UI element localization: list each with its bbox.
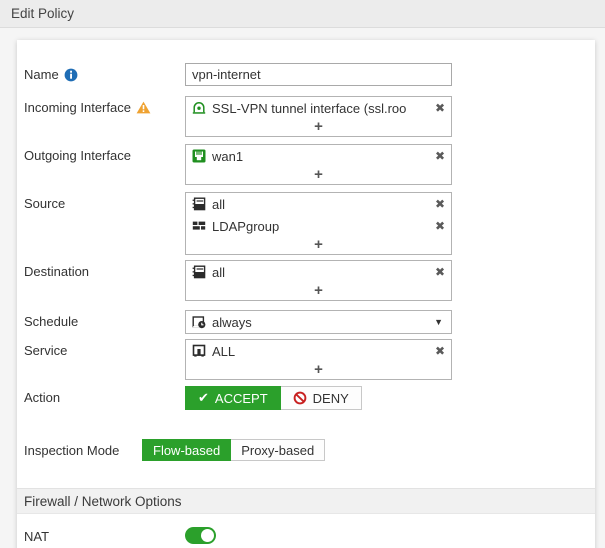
nat-row: NAT	[17, 525, 595, 544]
service-icon	[192, 344, 206, 358]
name-label: Name	[24, 63, 185, 82]
policy-name-input[interactable]	[185, 63, 452, 86]
schedule-icon	[192, 315, 206, 329]
chevron-down-icon: ▼	[434, 317, 443, 327]
action-segmented-control: ✔ ACCEPT DENY	[185, 386, 362, 410]
schedule-select[interactable]: always ▼	[185, 310, 452, 334]
remove-icon[interactable]: ✖	[434, 101, 445, 115]
address-icon	[192, 265, 206, 279]
flow-based-button[interactable]: Flow-based	[142, 439, 232, 461]
selected-entry-all[interactable]: all ✖	[186, 193, 451, 215]
incoming-interface-row: Incoming Interface SSL-VPN tunn	[17, 96, 595, 137]
add-source-button[interactable]: +	[314, 236, 323, 253]
action-label: Action	[24, 390, 61, 405]
action-row: Action ✔ ACCEPT DENY	[17, 386, 595, 410]
add-outgoing-interface-button[interactable]: +	[314, 166, 323, 183]
destination-row: Destination all ✖ +	[17, 260, 595, 301]
accept-button[interactable]: ✔ ACCEPT	[185, 386, 281, 410]
name-row: Name	[17, 63, 595, 86]
remove-icon[interactable]: ✖	[434, 344, 445, 358]
edit-policy-panel: Name Incoming Interface	[17, 40, 595, 548]
deny-button[interactable]: DENY	[280, 386, 362, 410]
source-field: all ✖ LDAPgroup ✖ +	[185, 192, 452, 255]
destination-field: all ✖ +	[185, 260, 452, 301]
destination-label: Destination	[24, 264, 90, 279]
outgoing-interface-row: Outgoing Interface wan1 ✖ +	[17, 144, 595, 185]
selected-entry-ldapgroup[interactable]: LDAPgroup ✖	[186, 215, 451, 237]
selected-entry-wan1[interactable]: wan1 ✖	[186, 145, 451, 167]
toggle-knob	[201, 529, 214, 542]
ethernet-port-icon	[192, 149, 206, 163]
check-icon: ✔	[198, 390, 209, 405]
outgoing-interface-field: wan1 ✖ +	[185, 144, 452, 185]
service-field: ALL ✖ +	[185, 339, 452, 380]
warning-icon	[136, 101, 151, 114]
dialog-title: Edit Policy	[0, 0, 605, 28]
source-label: Source	[24, 196, 66, 211]
add-service-button[interactable]: +	[314, 361, 323, 378]
schedule-row: Schedule always ▼	[17, 310, 595, 334]
nat-label: NAT	[24, 529, 50, 544]
firewall-network-options-section-header: Firewall / Network Options	[17, 488, 595, 514]
service-label: Service	[24, 343, 68, 358]
remove-icon[interactable]: ✖	[434, 265, 445, 279]
incoming-interface-label: Incoming Interface	[24, 96, 185, 115]
source-row: Source all ✖	[17, 192, 595, 255]
address-icon	[192, 197, 206, 211]
selected-entry-ssl-vpn-tunnel[interactable]: SSL-VPN tunnel interface (ssl.roo ✖	[186, 97, 451, 119]
inspection-mode-row: Inspection Mode Flow-based Proxy-based	[17, 439, 595, 461]
selected-entry-all-service[interactable]: ALL ✖	[186, 340, 451, 362]
add-destination-button[interactable]: +	[314, 282, 323, 299]
ssl-vpn-tunnel-icon	[192, 101, 206, 115]
remove-icon[interactable]: ✖	[434, 197, 445, 211]
info-icon[interactable]	[64, 68, 78, 82]
incoming-interface-field: SSL-VPN tunnel interface (ssl.roo ✖ +	[185, 96, 452, 137]
nat-toggle[interactable]	[185, 527, 216, 544]
inspection-mode-label: Inspection Mode	[24, 443, 120, 458]
remove-icon[interactable]: ✖	[434, 219, 445, 233]
selected-entry-all[interactable]: all ✖	[186, 261, 451, 283]
remove-icon[interactable]: ✖	[434, 149, 445, 163]
user-group-icon	[192, 219, 206, 233]
add-incoming-interface-button[interactable]: +	[314, 118, 323, 135]
deny-icon	[293, 391, 307, 405]
inspection-mode-segmented-control: Flow-based Proxy-based	[142, 439, 326, 461]
schedule-label: Schedule	[24, 314, 79, 329]
service-row: Service ALL ✖ +	[17, 339, 595, 380]
outgoing-interface-label: Outgoing Interface	[24, 148, 131, 163]
proxy-based-button[interactable]: Proxy-based	[231, 439, 326, 461]
